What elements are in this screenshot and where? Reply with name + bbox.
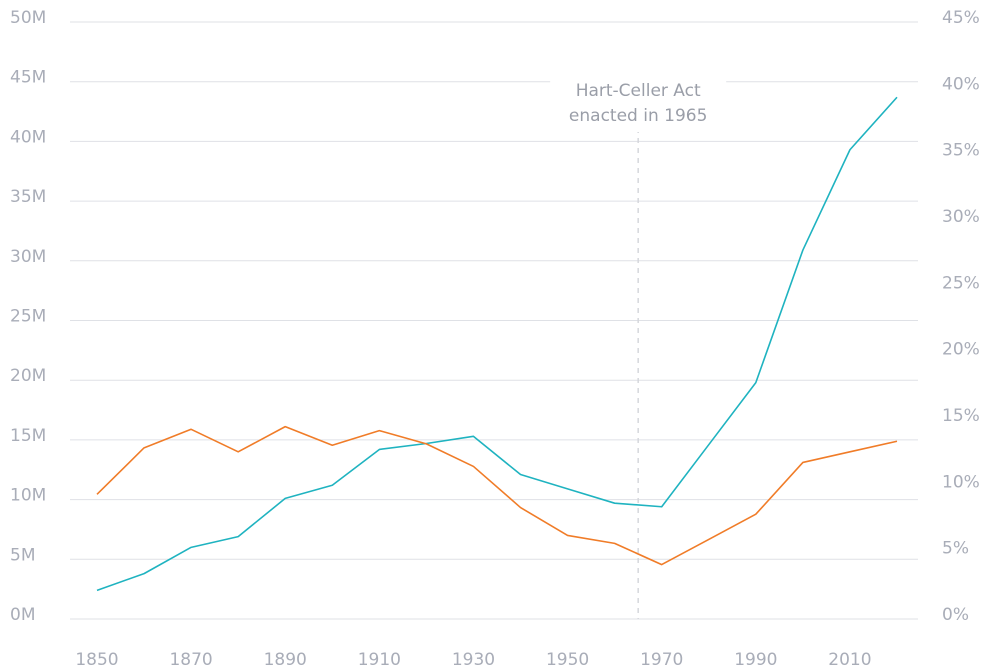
y2-tick-label: 45% [942, 8, 980, 28]
y-tick-label: 35M [10, 187, 46, 207]
x-tick-label: 1850 [75, 650, 118, 670]
x-tick-label: 1990 [734, 650, 777, 670]
series-line [96, 425, 898, 566]
y-tick-label: 20M [10, 366, 46, 386]
annotation-background [550, 76, 727, 132]
y2-tick-label: 35% [942, 141, 980, 161]
y-tick-label: 10M [10, 486, 46, 506]
y-tick-label: 15M [10, 426, 46, 446]
y2-tick-label: 25% [942, 273, 980, 293]
x-tick-label: 1950 [546, 650, 589, 670]
y2-tick-label: 15% [942, 406, 980, 426]
x-tick-label: 1910 [358, 650, 401, 670]
y-tick-label: 40M [10, 127, 46, 147]
y-tick-label: 25M [10, 307, 46, 327]
y2-tick-label: 10% [942, 472, 980, 492]
x-tick-label: 1870 [169, 650, 212, 670]
y2-tick-label: 30% [942, 207, 980, 227]
y-tick-label: 45M [10, 68, 46, 88]
x-tick-label: 1890 [264, 650, 307, 670]
y2-tick-label: 40% [942, 74, 980, 94]
y-tick-label: 30M [10, 247, 46, 267]
y-tick-label: 5M [10, 545, 35, 565]
annotation-text: enacted in 1965 [569, 106, 707, 126]
y2-tick-label: 0% [942, 605, 969, 625]
x-tick-label: 1970 [640, 650, 683, 670]
series-line [96, 96, 898, 592]
y-tick-label: 0M [10, 605, 35, 625]
y2-tick-label: 20% [942, 340, 980, 360]
y2-tick-label: 5% [942, 539, 969, 559]
annotation-text: Hart-Celler Act [576, 81, 701, 101]
x-tick-label: 2010 [828, 650, 871, 670]
x-tick-label: 1930 [452, 650, 495, 670]
y-tick-label: 50M [10, 8, 46, 28]
